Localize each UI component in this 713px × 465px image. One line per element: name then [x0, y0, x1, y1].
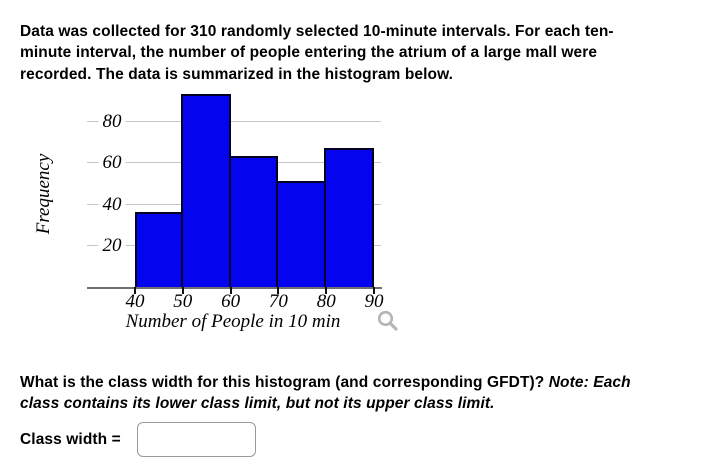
histogram-bar	[324, 147, 374, 287]
question-text: What is the class width for this histogr…	[20, 372, 705, 415]
question-note-line2: class contains its lower class limit, bu…	[20, 395, 495, 412]
x-tick-label: 60	[221, 291, 241, 312]
magnifier-icon[interactable]	[377, 310, 399, 332]
x-axis-label: Number of People in 10 min	[125, 311, 341, 332]
class-width-input[interactable]	[137, 422, 256, 457]
x-tick-label: 40	[125, 291, 145, 312]
y-tick-label: 60	[98, 153, 126, 174]
intro-line-2: minute interval, the number of people en…	[20, 44, 598, 61]
y-tick-label: 80	[98, 111, 126, 132]
x-tick	[373, 287, 375, 294]
question-note-line1: Note: Each	[548, 373, 631, 391]
question-prefix: What is the class width for this histogr…	[20, 373, 549, 391]
y-tick-label: 40	[98, 194, 126, 215]
y-axis-label: Frequency	[33, 153, 54, 235]
x-tick-label: 90	[364, 291, 384, 312]
x-tick-label: 70	[268, 291, 288, 312]
x-tick	[134, 287, 136, 294]
x-tick-label: 50	[173, 291, 193, 312]
histogram-bar	[276, 180, 327, 287]
y-tick-label: 20	[98, 236, 126, 257]
problem-statement: Data was collected for 310 randomly sele…	[20, 21, 710, 86]
x-tick	[325, 287, 328, 294]
class-width-label: Class width =	[20, 431, 121, 448]
x-axis	[87, 287, 382, 289]
histogram-chart: Frequency 40 50 60 70 80 90 20 40 60 80 Number of…	[0, 84, 420, 346]
histogram-bar	[180, 93, 231, 287]
histogram-bar	[228, 155, 279, 287]
intro-line-3: recorded. The data is summarized in the …	[20, 65, 454, 83]
x-tick	[277, 287, 280, 294]
x-tick-label: 80	[316, 291, 336, 312]
intro-line-1: Data was collected for 310 randomly sele…	[20, 22, 614, 40]
histogram-bar	[135, 212, 183, 287]
x-tick	[229, 287, 232, 294]
gridline	[87, 120, 381, 122]
x-tick	[181, 287, 184, 294]
